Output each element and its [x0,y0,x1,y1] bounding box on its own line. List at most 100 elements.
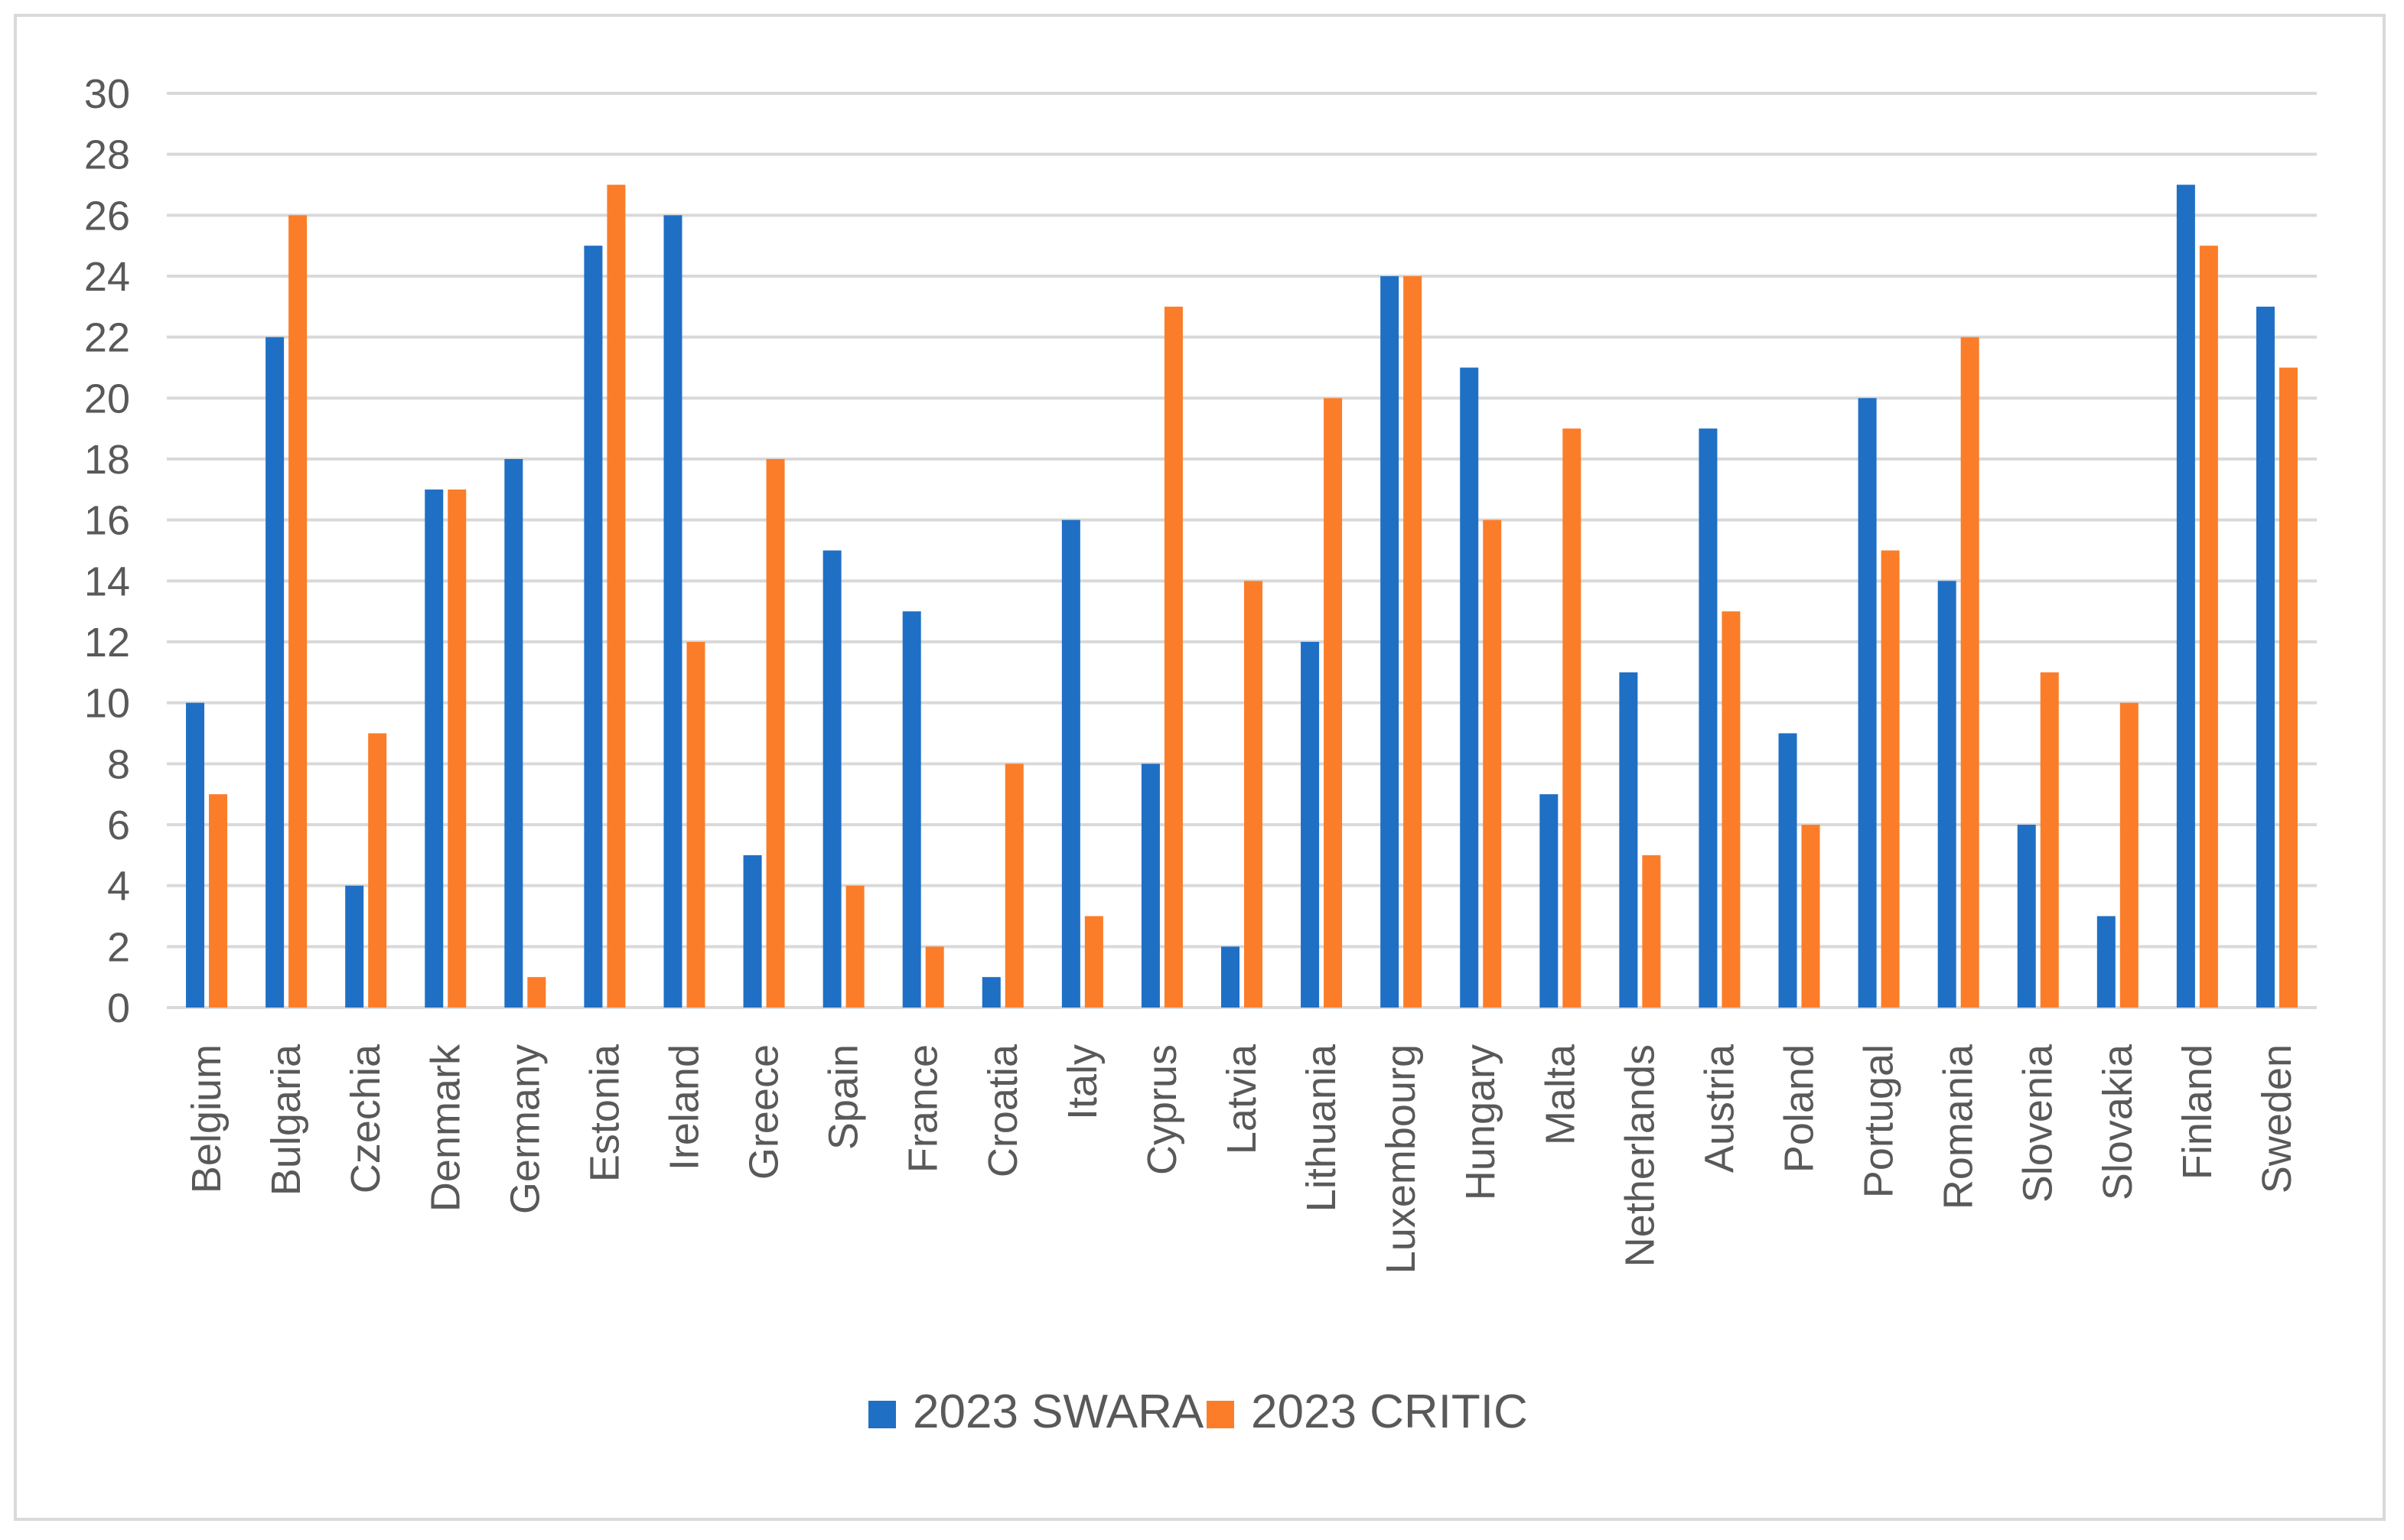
y-tick-label: 8 [107,741,130,787]
bar-swara-portugal [1858,398,1877,1008]
bar-critic-cyprus [1164,306,1183,1008]
y-tick-label: 0 [107,985,130,1031]
bar-critic-ireland [686,642,705,1008]
x-tick-label-greece: Greece [741,1044,787,1180]
bar-swara-slovakia [2096,916,2116,1008]
bar-swara-malta [1539,794,1559,1008]
legend-swatch-critic [1207,1401,1234,1428]
bar-swara-czechia [345,885,364,1008]
bar-critic-portugal [1881,550,1900,1008]
bar-critic-poland [1801,825,1820,1008]
bar-swara-netherlands [1619,672,1638,1008]
x-tick-label-sweden: Sweden [2254,1044,2300,1193]
y-tick-label: 28 [84,132,130,178]
x-tick-label-latvia: Latvia [1219,1043,1265,1154]
bar-critic-latvia [1244,581,1262,1008]
bar-critic-hungary [1483,519,1502,1008]
x-tick-label-slovakia: Slovakia [2095,1043,2141,1200]
x-tick-label-netherlands: Netherlands [1617,1044,1663,1267]
bar-critic-slovenia [2040,672,2059,1008]
y-tick-label: 12 [84,620,130,666]
bar-swara-estonia [584,246,603,1008]
bar-swara-italy [1061,519,1080,1008]
bar-swara-ireland [663,215,682,1008]
bars [186,184,2298,1008]
bar-swara-greece [743,855,762,1008]
x-tick-label-croatia: Croatia [980,1043,1026,1177]
bar-swara-austria [1699,428,1718,1008]
legend: 2023 SWARA 2023 CRITIC [868,1385,1528,1438]
bar-swara-latvia [1221,946,1239,1008]
y-tick-label: 6 [107,803,130,848]
bar-swara-france [902,611,921,1008]
x-tick-label-bulgaria: Bulgaria [263,1043,309,1196]
x-tick-label-finland: Finland [2174,1044,2220,1180]
y-tick-label: 24 [84,254,130,300]
bar-critic-sweden [2279,367,2298,1008]
y-tick-label: 10 [84,681,130,727]
x-axis-category-labels: Belgium Bulgaria Czechia Denmark Germany Esto… [184,1043,2300,1274]
bar-critic-slovakia [2119,702,2139,1008]
bar-swara-denmark [425,489,444,1008]
bar-swara-germany [504,459,523,1008]
y-tick-label: 14 [84,558,130,604]
x-tick-label-slovenia: Slovenia [2015,1043,2061,1203]
x-tick-label-cyprus: Cyprus [1139,1044,1185,1175]
bar-critic-romania [1960,337,1979,1008]
bar-critic-netherlands [1642,855,1661,1008]
bar-swara-slovenia [2017,825,2036,1008]
x-tick-label-austria: Austria [1696,1043,1742,1173]
x-tick-label-romania: Romania [1936,1043,1982,1210]
bar-critic-italy [1084,916,1103,1008]
bar-critic-croatia [1005,763,1024,1008]
bar-critic-finland [2199,246,2218,1008]
bar-swara-luxembourg [1380,276,1399,1008]
bar-swara-spain [823,550,842,1008]
x-tick-label-lithuania: Lithuania [1298,1043,1344,1212]
chart-frame: 0 2 4 6 8 10 12 14 16 18 20 22 24 26 28 30 Belgium Bulga… [14,14,2386,1521]
y-tick-label: 30 [84,71,130,117]
y-tick-label: 26 [84,193,130,239]
y-tick-label: 18 [84,437,130,483]
bar-swara-sweden [2256,306,2275,1008]
bar-swara-finland [2176,184,2195,1008]
x-tick-label-czechia: Czechia [343,1043,389,1193]
bar-swara-poland [1778,733,1797,1008]
x-tick-label-germany: Germany [502,1044,548,1214]
bar-swara-bulgaria [265,337,285,1008]
x-tick-label-denmark: Denmark [422,1043,468,1212]
legend-label-critic: 2023 CRITIC [1251,1385,1528,1438]
bar-critic-lithuania [1324,398,1343,1008]
x-tick-label-hungary: Hungary [1458,1044,1503,1200]
bar-critic-estonia [607,184,626,1008]
bar-critic-malta [1562,428,1581,1008]
bar-swara-cyprus [1141,763,1160,1008]
y-tick-label: 20 [84,376,130,422]
x-tick-label-france: France [901,1044,946,1173]
bar-critic-germany [527,977,546,1008]
x-tick-label-italy: Italy [1060,1044,1106,1120]
bar-swara-belgium [186,702,205,1008]
bar-critic-greece [766,459,785,1008]
x-tick-label-malta: Malta [1537,1043,1583,1145]
bar-critic-france [925,946,944,1008]
y-tick-label: 22 [84,315,130,361]
bar-critic-austria [1722,611,1741,1008]
legend-label-swara: 2023 SWARA [913,1385,1204,1438]
x-tick-label-estonia: Estonia [581,1043,627,1182]
x-tick-label-poland: Poland [1777,1044,1823,1173]
gridlines [167,92,2317,1009]
bar-swara-lithuania [1301,642,1320,1008]
x-tick-label-spain: Spain [821,1044,867,1150]
bar-critic-luxembourg [1403,276,1422,1008]
bar-swara-croatia [982,977,1001,1008]
bar-critic-denmark [448,489,467,1008]
bar-critic-belgium [209,794,228,1008]
x-tick-label-ireland: Ireland [661,1044,707,1170]
legend-swatch-swara [868,1401,896,1428]
y-tick-label: 2 [107,924,130,970]
bar-critic-czechia [368,733,387,1008]
bar-critic-spain [845,885,865,1008]
